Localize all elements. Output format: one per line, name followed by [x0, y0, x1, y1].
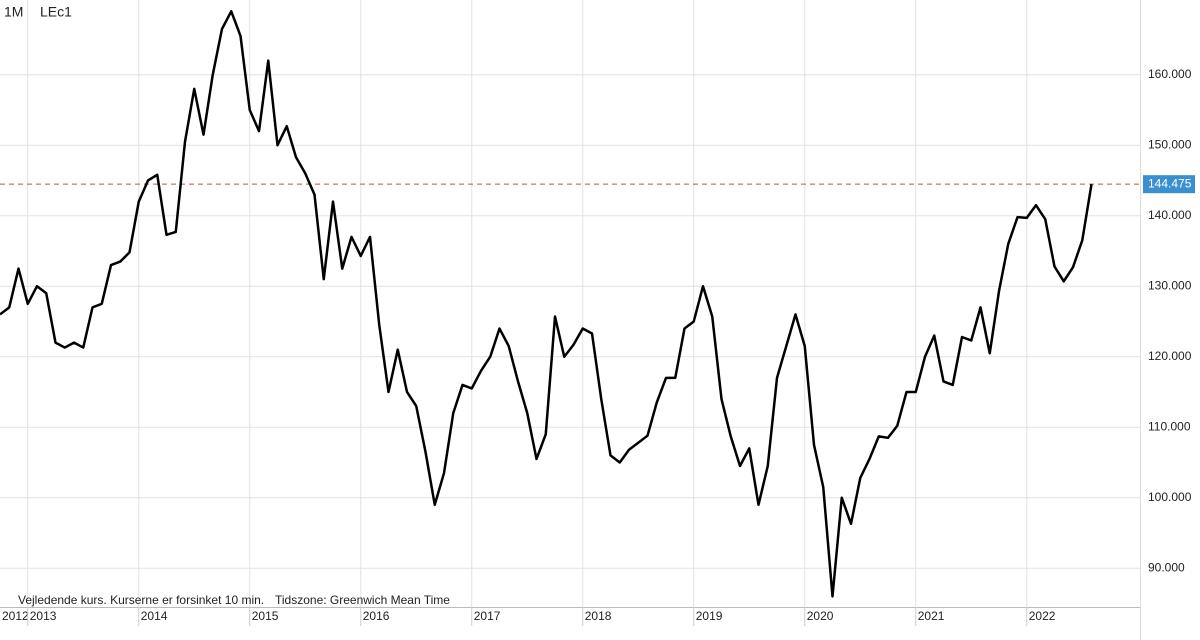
- footnote: Vejledende kurs. Kurserne er forsinket 1…: [18, 593, 264, 607]
- y-tick-label: 150.000: [1148, 137, 1192, 151]
- x-tick-label: 2021: [918, 609, 945, 623]
- interval: 1M: [4, 4, 23, 20]
- current-value-box: [1143, 175, 1195, 194]
- footnote: Tidszone: Greenwich Mean Time: [275, 593, 450, 607]
- x-tick-label: 2017: [474, 609, 501, 623]
- y-tick-label: 100.000: [1148, 490, 1192, 504]
- x-tick-label: 2013: [30, 609, 57, 623]
- y-tick-label: 140.000: [1148, 208, 1192, 222]
- x-tick-label: 2016: [363, 609, 390, 623]
- current-value-label: 144.475: [1148, 176, 1192, 190]
- x-tick-label: 2012: [2, 609, 29, 623]
- legend-entry: LEc1: [40, 4, 72, 20]
- x-tick-label: 2018: [585, 609, 612, 623]
- y-tick-label: 160.000: [1148, 67, 1192, 81]
- y-tick-label: 90.000: [1148, 560, 1185, 574]
- x-tick-label: 2015: [252, 609, 279, 623]
- y-tick-label: 120.000: [1148, 349, 1192, 363]
- y-tick-label: 130.000: [1148, 278, 1192, 292]
- x-tick-label: 2020: [807, 609, 834, 623]
- price-line: [0, 10, 1093, 598]
- x-tick-label: 2022: [1029, 609, 1056, 623]
- x-tick-label: 2014: [141, 609, 168, 623]
- x-tick-label: 2019: [696, 609, 723, 623]
- y-tick-label: 110.000: [1148, 419, 1191, 433]
